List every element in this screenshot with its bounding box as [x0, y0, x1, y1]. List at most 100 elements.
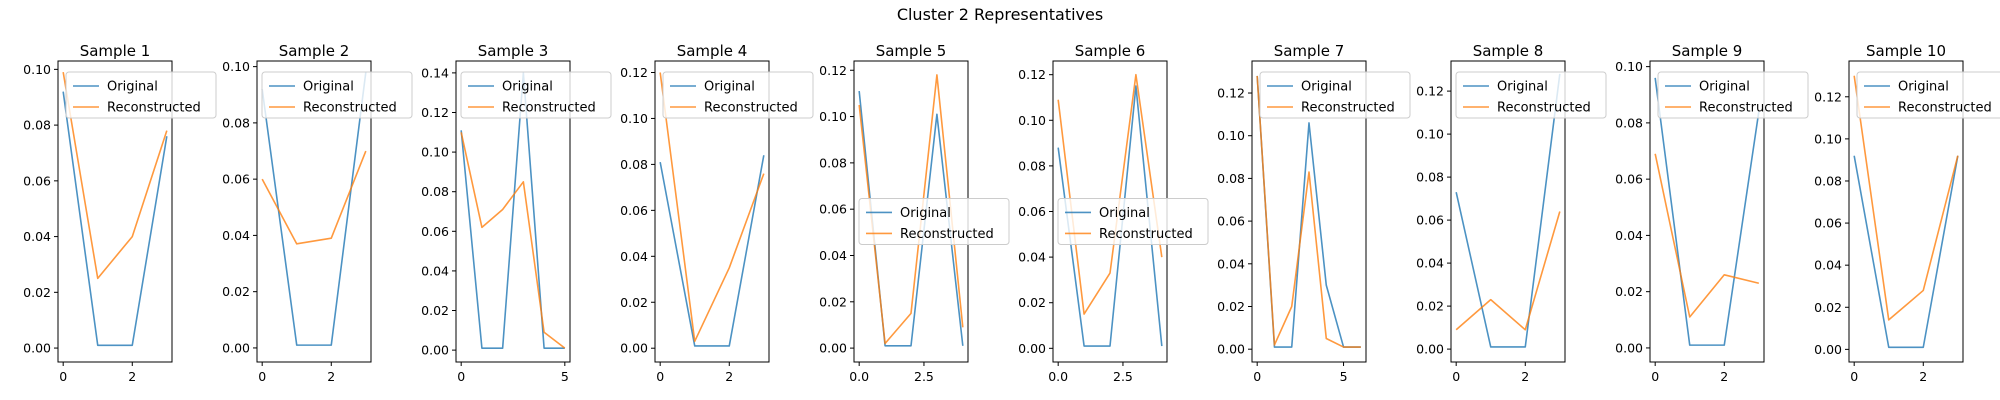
legend-label: Original: [107, 80, 158, 95]
y-tick-label: 0.02: [421, 303, 449, 318]
subplot-title: Sample 5: [876, 42, 947, 60]
y-tick-label: 0.08: [1814, 173, 1842, 188]
y-tick-label: 0.06: [1615, 172, 1643, 187]
x-tick-label: 2: [128, 369, 136, 384]
subplot-title: Sample 7: [1274, 42, 1345, 60]
y-tick-label: 0.00: [1217, 342, 1245, 357]
legend-label: Reconstructed: [1099, 227, 1193, 242]
y-tick-label: 0.00: [1018, 341, 1046, 356]
legend-label: Original: [900, 206, 951, 221]
legend: Original Reconstructed: [1456, 72, 1606, 118]
subplot-4: Sample 40.000.020.040.060.080.100.120 2Or…: [620, 42, 813, 384]
subplot-title: Sample 2: [279, 42, 350, 60]
subplot-grid: Sample 10.000.020.040.060.080.100 2Origin…: [23, 42, 2000, 384]
legend-label: Original: [1301, 80, 1352, 95]
legend-label: Original: [1898, 80, 1949, 95]
x-tick-label: 0: [457, 369, 465, 384]
y-tick-label: 0.10: [1814, 131, 1842, 146]
y-tick-label: 0.06: [222, 172, 250, 187]
y-tick-label: 0.00: [1416, 342, 1444, 357]
x-tick-label: 0: [1253, 369, 1261, 384]
x-tick-label: 0: [1850, 369, 1858, 384]
legend-label: Original: [303, 80, 354, 95]
y-tick-label: 0.12: [1018, 67, 1046, 82]
x-tick-label: 0.0: [849, 369, 869, 384]
y-tick-label: 0.10: [1615, 59, 1643, 74]
subplot-10: Sample 10 0.00 0.02 0.04 0.06 0.08 0.10 0.12 0 2 O…: [1814, 42, 2000, 384]
legend: Original Reconstructed: [1658, 72, 1808, 118]
subplot-title: Sample 8: [1473, 42, 1544, 60]
y-tick-label: 0.04: [819, 248, 847, 263]
legend: Original Reconstructed: [859, 198, 1009, 244]
legend-label: Reconstructed: [1898, 101, 1992, 116]
series-line-reconstructed: [461, 132, 565, 348]
y-tick-label: 0.14: [421, 65, 449, 80]
y-tick-label: 0.08: [1416, 170, 1444, 185]
legend: Original Reconstructed: [1857, 72, 2000, 118]
subplot-title: Sample 1: [80, 42, 151, 60]
y-tick-label: 0.08: [819, 155, 847, 170]
y-tick-label: 0.12: [421, 105, 449, 120]
legend-label: Original: [1699, 80, 1750, 95]
y-tick-label: 0.04: [1217, 256, 1245, 271]
x-tick-label: 2: [1919, 369, 1927, 384]
y-tick-label: 0.02: [23, 285, 51, 300]
y-tick-label: 0.10: [620, 111, 648, 126]
y-tick-label: 0.04: [1615, 228, 1643, 243]
x-tick-label: 0: [59, 369, 67, 384]
y-tick-label: 0.10: [819, 109, 847, 124]
y-tick-label: 0.04: [1018, 250, 1046, 265]
legend-label: Reconstructed: [1497, 101, 1591, 116]
legend-label: Reconstructed: [107, 101, 201, 116]
y-tick-label: 0.00: [1615, 340, 1643, 355]
y-tick-label: 0.02: [620, 295, 648, 310]
series-line-reconstructed: [1456, 212, 1560, 330]
legend-label: Original: [502, 80, 553, 95]
y-tick-label: 0.06: [1416, 213, 1444, 228]
y-tick-label: 0.10: [1018, 113, 1046, 128]
x-tick-label: 2: [1521, 369, 1529, 384]
series-line-reconstructed: [1655, 154, 1759, 317]
y-tick-label: 0.00: [421, 343, 449, 358]
y-tick-label: 0.06: [1814, 216, 1842, 231]
subplot-title: Sample 4: [677, 42, 748, 60]
subplot-title: Sample 3: [478, 42, 549, 60]
y-tick-label: 0.06: [620, 203, 648, 218]
legend-label: Reconstructed: [1301, 101, 1395, 116]
legend: Original Reconstructed: [1260, 72, 1410, 118]
legend-label: Reconstructed: [900, 227, 994, 242]
legend-label: Original: [704, 80, 755, 95]
subplot-title: Sample 9: [1672, 42, 1743, 60]
x-tick-label: 0: [656, 369, 664, 384]
legend: Original Reconstructed: [1058, 198, 1208, 244]
y-tick-label: 0.08: [23, 118, 51, 133]
subplot-title: Sample 10: [1866, 42, 1946, 60]
subplot-1: Sample 1 0.00 0.02 0.04 0.06 0.08 0.10 0 2 Origin…: [23, 42, 216, 384]
y-tick-label: 0.10: [222, 59, 250, 74]
y-tick-label: 0.06: [1217, 214, 1245, 229]
subplot-3: Sample 30.000.020.040.060.080.100.120.14…: [421, 42, 611, 384]
legend-label: Reconstructed: [303, 101, 397, 116]
y-tick-label: 0.02: [819, 294, 847, 309]
x-tick-label: 0: [258, 369, 266, 384]
x-tick-label: 2.5: [914, 369, 934, 384]
legend: Original Reconstructed: [66, 72, 216, 118]
y-tick-label: 0.00: [819, 341, 847, 356]
y-tick-label: 0.08: [222, 115, 250, 130]
subplot-9: Sample 9 0.00 0.02 0.04 0.06 0.08 0.10 0 2 Origin…: [1615, 42, 1808, 384]
y-tick-label: 0.08: [620, 157, 648, 172]
y-tick-label: 0.04: [222, 228, 250, 243]
figure-title: Cluster 2 Representatives: [897, 5, 1103, 24]
legend-label: Reconstructed: [704, 101, 798, 116]
y-tick-label: 0.06: [1018, 204, 1046, 219]
y-tick-label: 0.06: [819, 202, 847, 217]
y-tick-label: 0.12: [1217, 86, 1245, 101]
y-tick-label: 0.04: [620, 249, 648, 264]
y-tick-label: 0.00: [23, 341, 51, 356]
y-tick-label: 0.04: [23, 229, 51, 244]
subplot-6: Sample 60.000.020.040.060.080.100.120.0 2…: [1018, 42, 1208, 384]
x-tick-label: 2: [725, 369, 733, 384]
y-tick-label: 0.04: [421, 263, 449, 278]
subplot-title: Sample 6: [1075, 42, 1146, 60]
